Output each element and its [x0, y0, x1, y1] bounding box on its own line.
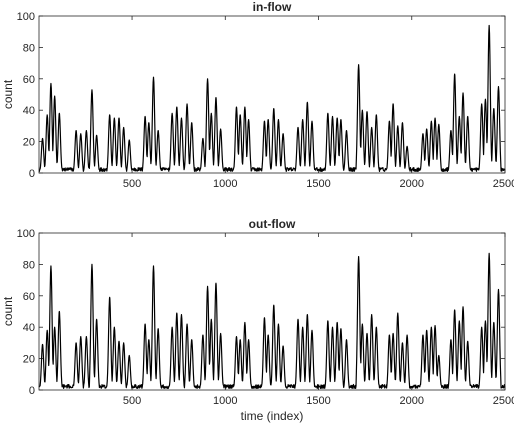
- out-flow-ylabel: count: [1, 296, 15, 326]
- out-flow-ytick-label-100: 100: [17, 228, 35, 240]
- in-flow-xtick-label-500: 500: [123, 178, 141, 190]
- out-flow-ytick-label-20: 20: [23, 354, 35, 366]
- in-flow-ylabel: count: [1, 79, 15, 109]
- out-flow-ytick-label-80: 80: [23, 259, 35, 271]
- in-flow-xtick-label-1500: 1500: [306, 178, 330, 190]
- out-flow-xtick-label-1500: 1500: [306, 395, 330, 407]
- in-flow-ytick-label-20: 20: [23, 137, 35, 149]
- out-flow-ytick-label-40: 40: [23, 322, 35, 334]
- in-flow-series-line: [38, 24, 506, 173]
- out-flow-panel: out-flow count time (index) 500 1000 1500 2…: [1, 217, 514, 423]
- in-flow-title: in-flow: [253, 0, 292, 14]
- in-flow-ytick-label-60: 60: [23, 74, 35, 86]
- out-flow-ytick-label-0: 0: [29, 385, 35, 397]
- in-flow-xtick-label-1000: 1000: [213, 178, 237, 190]
- out-flow-axes-frame: [38, 232, 506, 391]
- in-flow-ytick-label-0: 0: [29, 168, 35, 180]
- in-flow-axes-frame: [38, 15, 506, 174]
- out-flow-xtick-label-2000: 2000: [400, 395, 424, 407]
- out-flow-title: out-flow: [249, 217, 296, 231]
- in-flow-ytick-label-100: 100: [17, 11, 35, 23]
- out-flow-xtick-label-500: 500: [123, 395, 141, 407]
- in-flow-ytick-label-40: 40: [23, 105, 35, 117]
- in-flow-xtick-label-2000: 2000: [400, 178, 424, 190]
- out-flow-ytick-label-60: 60: [23, 291, 35, 303]
- out-flow-xlabel: time (index): [241, 409, 304, 423]
- out-flow-xtick-label-1000: 1000: [213, 395, 237, 407]
- out-flow-series-line: [38, 252, 506, 390]
- in-flow-ytick-label-80: 80: [23, 42, 35, 54]
